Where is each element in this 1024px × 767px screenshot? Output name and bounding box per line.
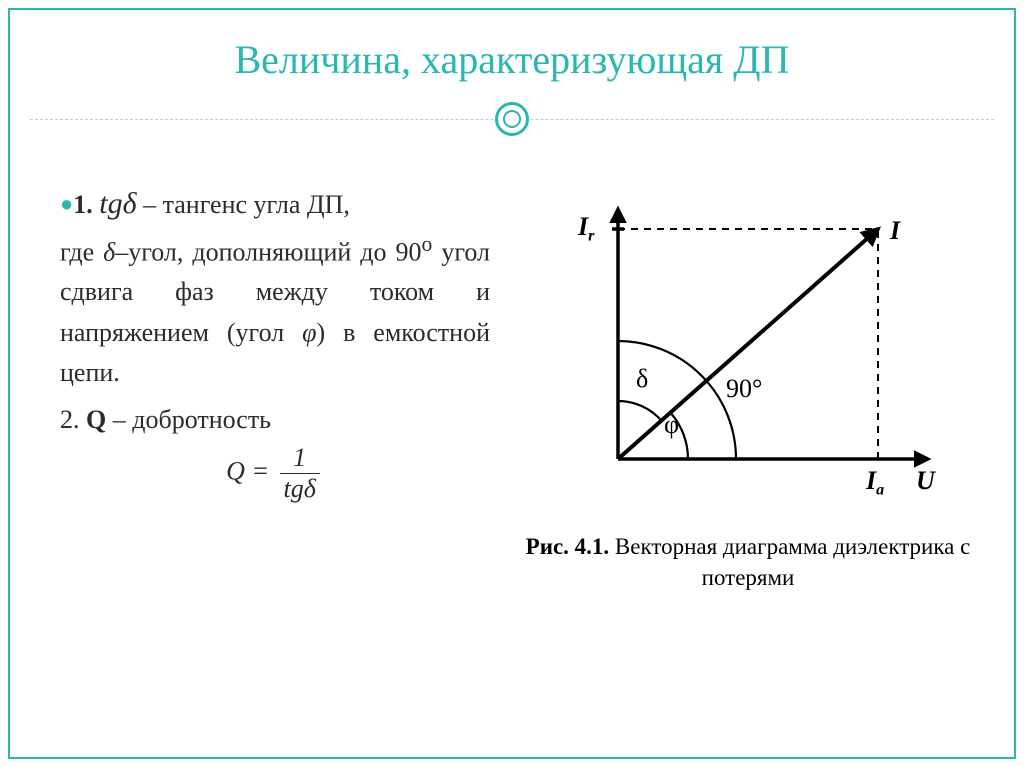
caption-num: Рис. 4.1. xyxy=(526,534,610,559)
bullet-icon: ● xyxy=(60,191,73,216)
diagram-column: Ir I Ia Uδφ 90° Рис. 4.1. Векторная диаграмм… xyxy=(518,181,978,593)
content-row: ●1. tgδ – тангенс угла ДП, где δ–угол, д… xyxy=(10,141,1014,593)
item1-formula: tgδ xyxy=(99,187,136,220)
svg-text:φ: φ xyxy=(664,410,679,439)
item-2: 2. Q – добротность xyxy=(60,405,490,435)
item-1: ●1. tgδ – тангенс угла ДП, где δ–угол, д… xyxy=(60,181,490,393)
item2-label: добротность xyxy=(132,405,271,434)
item1-sym-delta: δ xyxy=(103,237,115,266)
q-formula: Q = 1 tgδ xyxy=(60,443,490,504)
item1-sup: о xyxy=(422,232,433,256)
svg-text:90°: 90° xyxy=(726,374,762,403)
formula-fraction: 1 tgδ xyxy=(276,443,324,504)
formula-denominator: tgδ xyxy=(280,474,320,504)
svg-text:Ia: Ia xyxy=(865,466,884,499)
caption-text: Векторная диаграмма диэлектрика с потеря… xyxy=(609,534,970,590)
formula-numerator: 1 xyxy=(280,443,320,474)
svg-text:I: I xyxy=(889,216,901,245)
title-divider xyxy=(10,101,1014,141)
item2-prefix: 2. xyxy=(60,405,86,434)
slide-frame: Величина, характеризующая ДП ●1. tgδ – т… xyxy=(8,8,1016,759)
formula-left: Q = xyxy=(226,457,269,486)
item1-dash: – xyxy=(137,190,163,219)
item2-sym: Q xyxy=(86,405,106,434)
item1-sym-phi: φ xyxy=(302,318,316,347)
svg-text:U: U xyxy=(916,466,936,495)
item1-num: 1. xyxy=(73,190,99,219)
svg-text:δ: δ xyxy=(636,364,648,393)
vector-diagram: Ir I Ia Uδφ 90° xyxy=(538,189,958,519)
item2-dash: – xyxy=(106,405,132,434)
text-column: ●1. tgδ – тангенс угла ДП, где δ–угол, д… xyxy=(60,181,490,593)
divider-circle-inner xyxy=(503,110,521,128)
item1-desc-b: –угол, дополняющий до 90 xyxy=(115,237,421,266)
item1-label: тангенс угла ДП, xyxy=(163,190,350,219)
item1-desc-a: где xyxy=(60,237,103,266)
slide-title: Величина, характеризующая ДП xyxy=(10,10,1014,101)
svg-text:Ir: Ir xyxy=(577,212,595,245)
figure-caption: Рис. 4.1. Векторная диаграмма диэлектрик… xyxy=(518,531,978,593)
diagram-svg: Ir I Ia Uδφ 90° xyxy=(538,189,958,519)
divider-circle-outer xyxy=(495,102,529,136)
